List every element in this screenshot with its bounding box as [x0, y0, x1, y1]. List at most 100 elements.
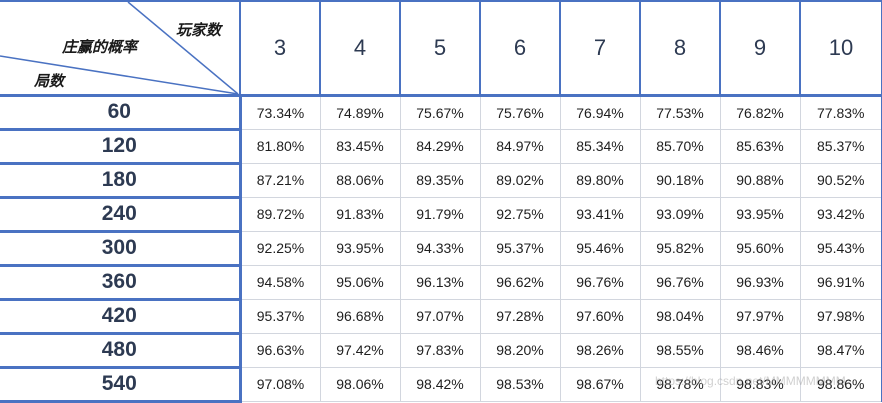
table-cell: 76.94% [559, 95, 641, 130]
column-header: 8 [639, 0, 721, 97]
row-header: 240 [0, 197, 242, 233]
table-cell: 98.55% [639, 333, 721, 368]
table-cell: 93.42% [799, 197, 882, 232]
table-cell: 97.42% [319, 333, 401, 368]
table-cell: 89.80% [559, 163, 641, 198]
table-cell: 85.63% [719, 129, 801, 164]
table-cell: 98.06% [319, 367, 401, 402]
table-cell: 81.80% [238, 129, 321, 164]
table-cell: 98.04% [639, 299, 721, 334]
table-cell: 97.07% [399, 299, 481, 334]
table-cell: 98.26% [559, 333, 641, 368]
table-cell: 97.28% [479, 299, 561, 334]
table-cell: 95.60% [719, 231, 801, 266]
table-cell: 95.37% [238, 299, 321, 334]
row-header: 420 [0, 299, 242, 335]
players-count-label: 玩家数 [176, 21, 222, 39]
column-header: 5 [399, 0, 481, 97]
table-cell: 96.76% [639, 265, 721, 300]
table-row: 420 95.37% 96.68% 97.07% 97.28% 97.60% 98.04% 9… [0, 299, 882, 335]
table-cell: 92.75% [479, 197, 561, 232]
table-cell: 98.47% [799, 333, 882, 368]
table-cell: 85.34% [559, 129, 641, 164]
table-row: 240 89.72% 91.83% 91.79% 92.75% 93.41% 93.09% 9… [0, 197, 882, 233]
table-cell: 95.06% [319, 265, 401, 300]
table-cell: 95.37% [479, 231, 561, 266]
table-cell: 97.83% [399, 333, 481, 368]
row-header: 540 [0, 367, 242, 403]
table-cell: 91.79% [399, 197, 481, 232]
banker-win-probability-label: 庄赢的概率 [62, 38, 138, 56]
table-cell: 84.97% [479, 129, 561, 164]
table-row: 180 87.21% 88.06% 89.35% 89.02% 89.80% 90.18% 9… [0, 163, 882, 199]
table-cell: 98.67% [559, 367, 641, 402]
table-row: 120 81.80% 83.45% 84.29% 84.97% 85.34% 85.70% 8… [0, 129, 882, 165]
row-header: 300 [0, 231, 242, 267]
column-header: 6 [479, 0, 561, 97]
table-cell: 90.18% [639, 163, 721, 198]
table-cell: 84.29% [399, 129, 481, 164]
table-cell: 95.82% [639, 231, 721, 266]
table-cell: 97.08% [238, 367, 321, 402]
table-cell: 89.02% [479, 163, 561, 198]
table-cell: 98.86% [799, 367, 882, 402]
table-cell: 85.37% [799, 129, 882, 164]
table-cell: 87.21% [238, 163, 321, 198]
table-row: 300 92.25% 93.95% 94.33% 95.37% 95.46% 95.82% 9… [0, 231, 882, 267]
table-row: 480 96.63% 97.42% 97.83% 98.20% 98.26% 98.55% 9… [0, 333, 882, 369]
column-header: 7 [559, 0, 641, 97]
table-cell: 96.76% [559, 265, 641, 300]
table-cell: 89.72% [238, 197, 321, 232]
table-cell: 75.76% [479, 95, 561, 130]
row-header: 60 [0, 95, 242, 131]
table-cell: 98.20% [479, 333, 561, 368]
table-cell: 90.88% [719, 163, 801, 198]
table-cell: 97.98% [799, 299, 882, 334]
table-cell: 96.93% [719, 265, 801, 300]
header-row: 玩家数 庄赢的概率 局数 3 4 5 6 7 8 9 10 [0, 0, 882, 97]
table-cell: 85.70% [639, 129, 721, 164]
rounds-count-label: 局数 [34, 72, 65, 90]
corner-diagonal-lines [0, 3, 237, 92]
table-cell: 95.43% [799, 231, 882, 266]
row-header: 480 [0, 333, 242, 369]
table-cell: 98.78% [639, 367, 721, 402]
table-cell: 94.33% [399, 231, 481, 266]
table-cell: 93.95% [319, 231, 401, 266]
table-cell: 73.34% [238, 95, 321, 130]
table-cell: 76.82% [719, 95, 801, 130]
table-cell: 98.83% [719, 367, 801, 402]
row-header: 180 [0, 163, 242, 199]
table-cell: 83.45% [319, 129, 401, 164]
column-header: 3 [239, 0, 321, 97]
row-header: 360 [0, 265, 242, 301]
table-cell: 98.53% [479, 367, 561, 402]
table-cell: 97.97% [719, 299, 801, 334]
table-cell: 98.46% [719, 333, 801, 368]
table-cell: 75.67% [399, 95, 481, 130]
column-header: 9 [719, 0, 801, 97]
table-cell: 96.62% [479, 265, 561, 300]
table-cell: 97.60% [559, 299, 641, 334]
table-cell: 98.42% [399, 367, 481, 402]
table-cell: 96.13% [399, 265, 481, 300]
column-header: 10 [799, 0, 882, 97]
table-cell: 89.35% [399, 163, 481, 198]
table-cell: 92.25% [238, 231, 321, 266]
table-cell: 96.63% [238, 333, 321, 368]
table-cell: 93.41% [559, 197, 641, 232]
table-cell: 96.68% [319, 299, 401, 334]
table-cell: 95.46% [559, 231, 641, 266]
table-body: 60 73.34% 74.89% 75.67% 75.76% 76.94% 77.53% 76… [0, 95, 882, 403]
table-cell: 93.95% [719, 197, 801, 232]
table-cell: 91.83% [319, 197, 401, 232]
table-row: 540 97.08% 98.06% 98.42% 98.53% 98.67% 98.78% 9… [0, 367, 882, 403]
table-row: 360 94.58% 95.06% 96.13% 96.62% 96.76% 96.76% 9… [0, 265, 882, 301]
corner-header: 玩家数 庄赢的概率 局数 [0, 0, 241, 97]
table-cell: 94.58% [238, 265, 321, 300]
column-header: 4 [319, 0, 401, 97]
table-cell: 93.09% [639, 197, 721, 232]
table-cell: 77.83% [799, 95, 882, 130]
table-row: 60 73.34% 74.89% 75.67% 75.76% 76.94% 77.53% 76… [0, 95, 882, 131]
